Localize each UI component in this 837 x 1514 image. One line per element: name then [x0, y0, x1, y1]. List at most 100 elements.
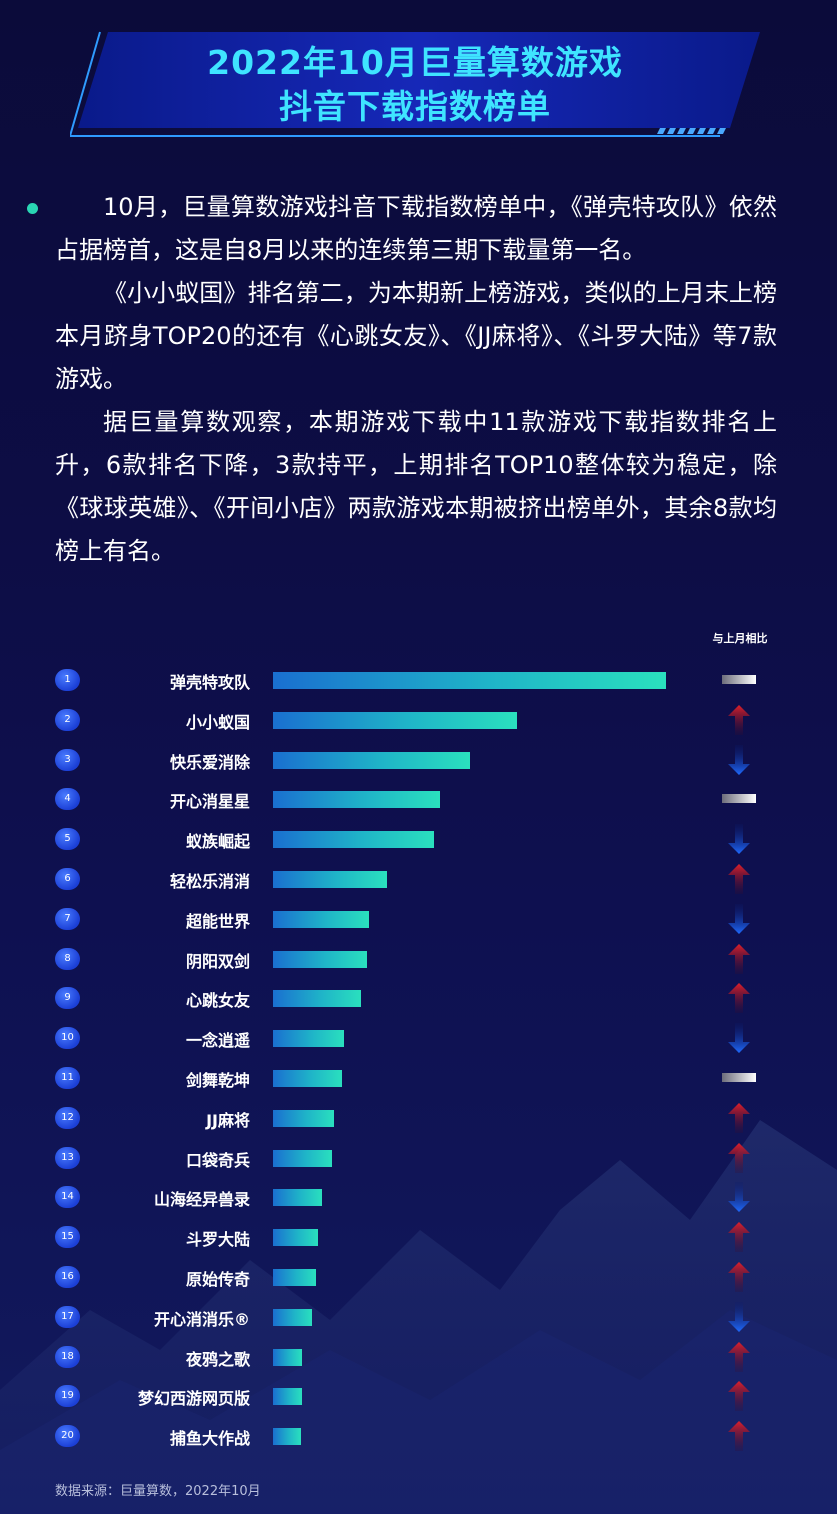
rank-badge: 17 — [55, 1305, 80, 1328]
chart-row: 6 轻松乐消消 — [0, 859, 837, 899]
chart-row: 12 JJ麻将 — [0, 1098, 837, 1138]
chart-row: 7 超能世界 — [0, 899, 837, 939]
up-arrow-icon — [722, 1142, 756, 1174]
up-arrow-icon — [722, 704, 756, 736]
bar — [273, 751, 470, 769]
chart-row: 14 山海经异兽录 — [0, 1177, 837, 1217]
title-banner: 2022年10月巨量算数游戏 抖音下载指数榜单 — [70, 28, 760, 140]
down-arrow-icon — [722, 903, 756, 935]
chart-row: 8 阴阳双剑 — [0, 939, 837, 979]
bar — [273, 990, 361, 1008]
page-title-line-1: 2022年10月巨量算数游戏 — [207, 43, 623, 82]
chart-row: 19 梦幻西游网页版 — [0, 1376, 837, 1416]
chart-row: 20 捕鱼大作战 — [0, 1416, 837, 1456]
paragraph: 据巨量算数观察，本期游戏下载中11款游戏下载指数排名上升，6款排名下降，3款持平… — [55, 408, 777, 565]
chart-row: 4 开心消星星 — [0, 779, 837, 819]
category-label: 超能世界 — [185, 911, 250, 931]
bar — [273, 711, 517, 729]
up-arrow-icon — [722, 943, 756, 975]
bar — [273, 1348, 302, 1366]
banner-frame — [70, 31, 760, 137]
category-label: 开心消星星 — [169, 792, 250, 812]
category-label: 剑舞乾坤 — [185, 1071, 250, 1090]
up-arrow-icon — [722, 863, 756, 895]
up-arrow-icon — [722, 1380, 756, 1412]
category-label: 开心消消乐® — [153, 1309, 250, 1329]
rank-badge: 11 — [55, 1067, 80, 1089]
bar — [273, 831, 434, 849]
bullet-dot — [27, 203, 38, 214]
rank-badge: 4 — [55, 788, 80, 811]
bar — [273, 1109, 334, 1127]
bar — [273, 1388, 302, 1406]
bar — [273, 1308, 312, 1326]
bar — [273, 871, 387, 888]
chart-row: 16 原始传奇 — [0, 1257, 837, 1297]
category-label: 阴阳双剑 — [185, 951, 250, 971]
rank-badge: 16 — [55, 1266, 80, 1288]
chart-row: 9 心跳女友 — [0, 978, 837, 1018]
rank-badge: 14 — [55, 1186, 80, 1209]
category-label: 弹壳特攻队 — [169, 673, 250, 692]
rank-badge: 2 — [55, 708, 80, 731]
chart-row: 3 快乐爱消除 — [0, 740, 837, 780]
category-label: 一念逍遥 — [185, 1031, 250, 1051]
flat-dash-icon — [722, 664, 756, 696]
category-label: 夜鸦之歌 — [185, 1349, 250, 1369]
category-label: 捕鱼大作战 — [169, 1429, 250, 1449]
chart-row: 5 蚁族崛起 — [0, 819, 837, 859]
rank-badge: 6 — [55, 868, 80, 890]
category-label: JJ麻将 — [206, 1110, 250, 1130]
up-arrow-icon — [722, 1102, 756, 1134]
rank-badge: 1 — [55, 669, 80, 691]
chart-row: 11 剑舞乾坤 — [0, 1058, 837, 1098]
flat-dash-icon — [722, 1062, 756, 1094]
down-arrow-icon — [722, 744, 756, 776]
up-arrow-icon — [722, 982, 756, 1014]
up-arrow-icon — [722, 1341, 756, 1373]
flat-dash-icon — [722, 783, 756, 815]
rank-badge: 5 — [55, 828, 80, 851]
rank-badge: 3 — [55, 748, 80, 771]
chart-row: 13 口袋奇兵 — [0, 1138, 837, 1178]
rank-badge: 15 — [55, 1226, 80, 1249]
rank-badge: 18 — [55, 1345, 80, 1368]
mountain-background — [0, 1120, 837, 1514]
ranking-bar-chart: 1 弹壳特攻队 2 小小蚁国 3 快乐爱消除 4 开心消星星 5 蚁族崛起 6 轻松乐消消 7 超能世界 8… — [0, 660, 837, 1460]
bar — [273, 1149, 332, 1167]
compare-column-label: 与上月相比 — [712, 632, 768, 645]
bar — [273, 1428, 301, 1446]
category-label: 快乐爱消除 — [169, 752, 250, 772]
chart-row: 17 开心消消乐® — [0, 1297, 837, 1337]
down-arrow-icon — [722, 823, 756, 855]
bar — [273, 1070, 342, 1087]
bar — [273, 1269, 316, 1286]
source-note: 数据来源：巨量算数，2022年10月 — [55, 1484, 261, 1499]
category-label: 梦幻西游网页版 — [137, 1389, 250, 1409]
up-arrow-icon — [722, 1261, 756, 1293]
bar — [273, 672, 666, 689]
category-label: 小小蚁国 — [185, 712, 250, 732]
bar — [273, 1229, 318, 1247]
category-label: 心跳女友 — [185, 991, 250, 1011]
category-label: 口袋奇兵 — [185, 1150, 250, 1170]
up-arrow-icon — [722, 1221, 756, 1253]
category-label: 斗罗大陆 — [185, 1230, 250, 1250]
bar — [273, 1189, 322, 1207]
bar — [273, 1030, 344, 1048]
category-label: 轻松乐消消 — [169, 872, 250, 891]
down-arrow-icon — [722, 1301, 756, 1333]
category-label: 山海经异兽录 — [153, 1190, 250, 1210]
rank-badge: 20 — [55, 1425, 80, 1448]
rank-badge: 19 — [55, 1385, 80, 1408]
down-arrow-icon — [722, 1181, 756, 1213]
bar — [273, 910, 369, 928]
chart-row: 1 弹壳特攻队 — [0, 660, 837, 700]
chart-row: 2 小小蚁国 — [0, 700, 837, 740]
paragraph: 10月，巨量算数游戏抖音下载指数榜单中，《弹壳特攻队》依然占据榜首，这是自8月以… — [55, 193, 777, 264]
summary-text: 10月，巨量算数游戏抖音下载指数榜单中，《弹壳特攻队》依然占据榜首，这是自8月以… — [55, 186, 777, 573]
chart-row: 10 一念逍遥 — [0, 1018, 837, 1058]
bar — [273, 791, 440, 809]
paragraph: 《小小蚁国》排名第二，为本期新上榜游戏，类似的上月末上榜本月跻身TOP20的还有… — [55, 279, 777, 393]
down-arrow-icon — [722, 1022, 756, 1054]
